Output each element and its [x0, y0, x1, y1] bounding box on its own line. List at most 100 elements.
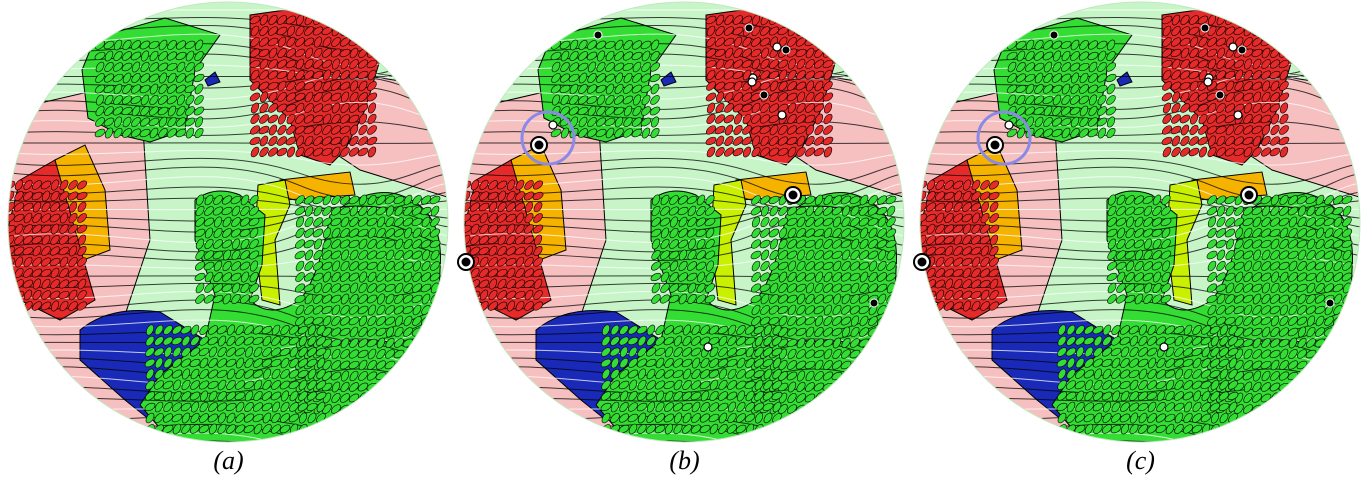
glyph-ellipse [1143, 249, 1153, 261]
glyph-ellipse [832, 349, 842, 359]
glyph-ellipse [645, 347, 657, 357]
glyph-ellipse [240, 250, 250, 260]
glyph-ellipse [724, 135, 734, 147]
glyph-ellipse [1174, 368, 1184, 380]
glyph-ellipse [637, 347, 647, 357]
glyph-ellipse [732, 103, 744, 113]
glyph-ellipse [514, 202, 526, 212]
glyph-ellipse [1333, 349, 1343, 359]
glyph-ellipse [877, 228, 887, 238]
glyph-ellipse [279, 347, 291, 357]
glyph-ellipse [1297, 305, 1307, 315]
glyph-ellipse [715, 114, 725, 124]
glyph-ellipse [367, 304, 377, 316]
glyph-ellipse [1138, 368, 1148, 380]
glyph-ellipse [1260, 349, 1272, 359]
glyph-ellipse [850, 403, 860, 415]
glyph-ellipse [760, 70, 770, 80]
glyph-ellipse [331, 114, 341, 124]
glyph-ellipse [376, 260, 386, 272]
glyph-ellipse [831, 250, 843, 260]
glyph-ellipse [13, 246, 25, 256]
glyph-ellipse [778, 227, 788, 239]
glyph-ellipse [1016, 50, 1026, 62]
glyph-ellipse [727, 412, 737, 424]
glyph-ellipse [259, 135, 269, 147]
glyph-ellipse [1279, 69, 1289, 81]
glyph-ellipse [41, 213, 51, 223]
glyph-ellipse [1034, 39, 1044, 51]
glyph-ellipse [76, 180, 88, 190]
glyph-ellipse [1260, 272, 1272, 282]
glyph-ellipse [176, 94, 186, 106]
glyph-ellipse [367, 348, 377, 360]
glyph-ellipse [823, 271, 833, 283]
glyph-ellipse [1162, 102, 1172, 114]
glyph-ellipse [750, 125, 762, 135]
glyph-ellipse [980, 212, 990, 224]
glyph-ellipse [1270, 80, 1280, 92]
glyph-ellipse [67, 279, 79, 289]
glyph-ellipse [1287, 360, 1299, 370]
glyph-ellipse [859, 238, 869, 250]
glyph-ellipse [822, 136, 834, 146]
singularity-marker [1049, 30, 1059, 40]
glyph-ellipse [971, 268, 981, 278]
glyph-ellipse [618, 413, 630, 423]
glyph-ellipse [1120, 423, 1130, 435]
glyph-ellipse [867, 250, 879, 260]
glyph-ellipse [367, 113, 377, 125]
glyph-ellipse [59, 179, 69, 191]
glyph-ellipse [268, 59, 278, 69]
glyph-ellipse [778, 125, 788, 135]
glyph-ellipse [1182, 391, 1194, 401]
glyph-ellipse [157, 62, 169, 72]
glyph-ellipse [59, 235, 69, 245]
glyph-ellipse [412, 260, 422, 272]
glyph-ellipse [340, 337, 350, 349]
glyph-ellipse [1052, 61, 1062, 73]
glyph-ellipse [181, 412, 191, 424]
glyph-ellipse [840, 195, 852, 205]
glyph-ellipse [1333, 260, 1343, 272]
glyph-ellipse [787, 260, 797, 272]
glyph-ellipse [367, 404, 377, 414]
glyph-ellipse [195, 217, 205, 227]
glyph-ellipse [678, 228, 688, 238]
glyph-ellipse [637, 368, 647, 380]
glyph-ellipse [94, 128, 106, 138]
glyph-ellipse [1084, 390, 1094, 402]
glyph-ellipse [304, 216, 314, 228]
glyph-ellipse [303, 239, 315, 249]
glyph-ellipse [58, 246, 70, 256]
glyph-ellipse [1069, 106, 1081, 116]
glyph-ellipse [306, 358, 318, 368]
glyph-ellipse [610, 380, 620, 390]
glyph-ellipse [742, 146, 752, 158]
glyph-ellipse [769, 238, 779, 250]
glyph-ellipse [149, 94, 159, 106]
glyph-ellipse [295, 58, 305, 70]
glyph-ellipse [250, 25, 260, 37]
glyph-ellipse [295, 316, 305, 326]
glyph-ellipse [742, 113, 752, 125]
glyph-ellipse [208, 390, 218, 402]
glyph-ellipse [349, 14, 359, 26]
glyph-ellipse [204, 238, 214, 250]
glyph-ellipse [248, 250, 260, 260]
glyph-ellipse [751, 135, 761, 147]
glyph-ellipse [1315, 404, 1325, 414]
glyph-ellipse [243, 380, 255, 390]
glyph-ellipse [384, 393, 396, 403]
glyph-ellipse [271, 412, 281, 424]
glyph-ellipse [651, 250, 661, 260]
glyph-ellipse [294, 125, 306, 135]
glyph-ellipse [850, 294, 860, 304]
glyph-ellipse [1052, 94, 1062, 106]
glyph-ellipse [207, 369, 219, 379]
glyph-ellipse [235, 401, 245, 413]
glyph-ellipse [295, 146, 305, 158]
glyph-ellipse [163, 390, 173, 402]
glyph-ellipse [868, 239, 878, 249]
glyph-ellipse [962, 235, 972, 245]
